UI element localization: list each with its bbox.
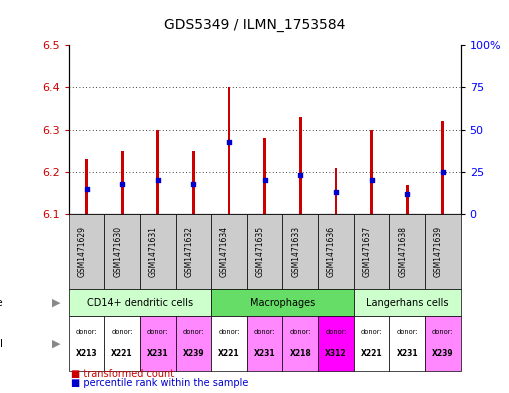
Text: ▶: ▶: [52, 339, 60, 349]
Text: donor:: donor:: [432, 329, 454, 335]
Text: ■ percentile rank within the sample: ■ percentile rank within the sample: [71, 378, 248, 388]
Point: [189, 181, 197, 187]
Bar: [334, 168, 337, 214]
Text: GSM1471639: GSM1471639: [434, 226, 443, 277]
Point: [82, 185, 91, 192]
Text: Macrophages: Macrophages: [250, 298, 315, 308]
Point: [261, 177, 269, 184]
Bar: [406, 185, 409, 214]
Text: GSM1471632: GSM1471632: [184, 226, 193, 277]
Text: X239: X239: [183, 349, 204, 358]
Text: donor:: donor:: [361, 329, 382, 335]
Text: CD14+ dendritic cells: CD14+ dendritic cells: [87, 298, 193, 308]
Text: donor:: donor:: [76, 329, 97, 335]
Point: [118, 181, 126, 187]
Point: [367, 177, 376, 184]
Text: GSM1471636: GSM1471636: [327, 226, 336, 277]
Text: donor:: donor:: [218, 329, 240, 335]
Text: donor:: donor:: [111, 329, 133, 335]
Bar: [263, 138, 266, 214]
Text: X221: X221: [218, 349, 240, 358]
Text: GSM1471638: GSM1471638: [398, 226, 407, 277]
Point: [154, 177, 162, 184]
Bar: [121, 151, 124, 214]
Text: X221: X221: [361, 349, 382, 358]
Text: GSM1471635: GSM1471635: [256, 226, 265, 277]
Text: ■ transformed count: ■ transformed count: [71, 369, 175, 379]
Text: GSM1471631: GSM1471631: [149, 226, 158, 277]
Text: X231: X231: [254, 349, 275, 358]
Text: cell type: cell type: [0, 298, 3, 308]
Text: donor:: donor:: [325, 329, 347, 335]
Text: X312: X312: [325, 349, 347, 358]
Bar: [299, 117, 302, 214]
Text: X239: X239: [432, 349, 454, 358]
Text: X218: X218: [290, 349, 311, 358]
Bar: [370, 130, 373, 214]
Text: ▶: ▶: [52, 298, 60, 308]
Text: donor:: donor:: [147, 329, 168, 335]
Point: [403, 191, 411, 197]
Text: GSM1471630: GSM1471630: [113, 226, 122, 277]
Text: X231: X231: [147, 349, 168, 358]
Text: donor:: donor:: [290, 329, 311, 335]
Bar: [192, 151, 195, 214]
Text: donor:: donor:: [397, 329, 418, 335]
Text: Langerhans cells: Langerhans cells: [366, 298, 448, 308]
Bar: [85, 159, 88, 214]
Bar: [156, 130, 159, 214]
Text: X221: X221: [111, 349, 133, 358]
Text: individual: individual: [0, 339, 3, 349]
Point: [225, 138, 233, 145]
Bar: [228, 87, 231, 214]
Text: GSM1471629: GSM1471629: [77, 226, 87, 277]
Text: donor:: donor:: [183, 329, 204, 335]
Text: GSM1471637: GSM1471637: [362, 226, 372, 277]
Text: X231: X231: [397, 349, 418, 358]
Text: GSM1471633: GSM1471633: [291, 226, 300, 277]
Point: [332, 189, 340, 195]
Text: GSM1471634: GSM1471634: [220, 226, 229, 277]
Bar: [441, 121, 444, 214]
Text: donor:: donor:: [254, 329, 275, 335]
Text: GDS5349 / ILMN_1753584: GDS5349 / ILMN_1753584: [164, 18, 345, 32]
Point: [296, 172, 304, 178]
Point: [439, 169, 447, 175]
Text: X213: X213: [76, 349, 97, 358]
